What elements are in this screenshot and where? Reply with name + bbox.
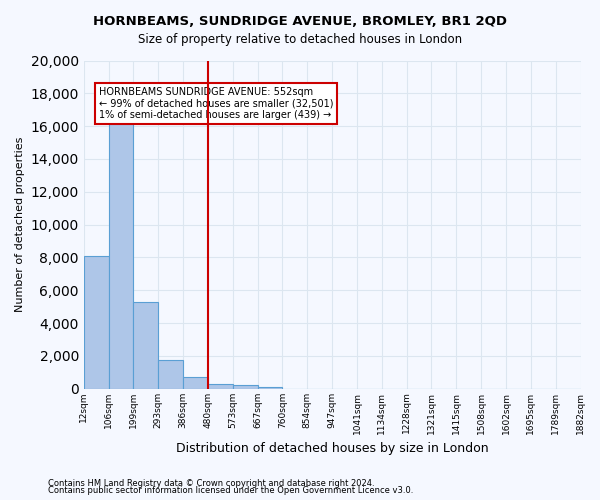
Text: Size of property relative to detached houses in London: Size of property relative to detached ho… — [138, 32, 462, 46]
Bar — [109, 116, 133, 389]
Text: HORNBEAMS SUNDRIDGE AVENUE: 552sqm
← 99% of detached houses are smaller (32,501): HORNBEAMS SUNDRIDGE AVENUE: 552sqm ← 99%… — [98, 87, 333, 120]
Bar — [183, 378, 208, 389]
Bar — [208, 384, 233, 389]
Text: Contains HM Land Registry data © Crown copyright and database right 2024.: Contains HM Land Registry data © Crown c… — [48, 478, 374, 488]
Bar — [84, 256, 109, 389]
Bar — [257, 387, 283, 389]
X-axis label: Distribution of detached houses by size in London: Distribution of detached houses by size … — [176, 442, 488, 455]
Bar — [233, 386, 257, 389]
Text: Contains public sector information licensed under the Open Government Licence v3: Contains public sector information licen… — [48, 486, 413, 495]
Bar — [133, 302, 158, 389]
Bar — [158, 360, 183, 389]
Y-axis label: Number of detached properties: Number of detached properties — [15, 137, 25, 312]
Text: HORNBEAMS, SUNDRIDGE AVENUE, BROMLEY, BR1 2QD: HORNBEAMS, SUNDRIDGE AVENUE, BROMLEY, BR… — [93, 15, 507, 28]
